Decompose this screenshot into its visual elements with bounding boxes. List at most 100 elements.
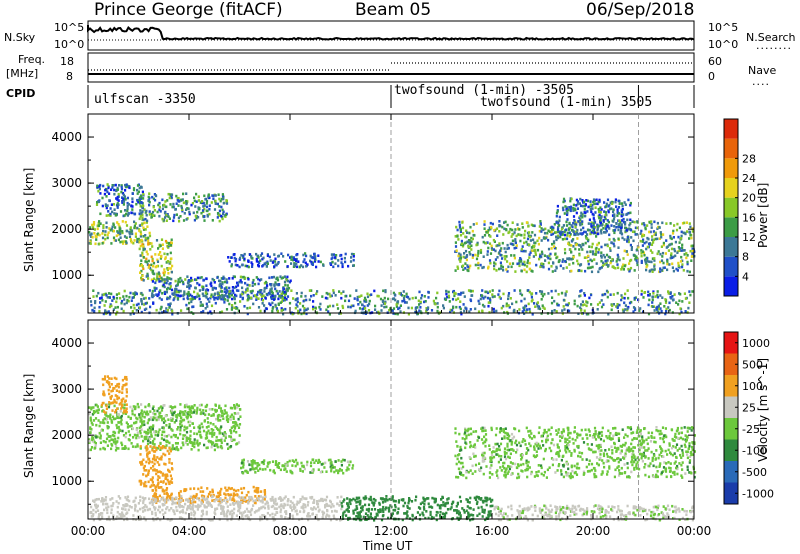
power-cell [142, 197, 145, 200]
power-cell [159, 257, 162, 260]
power-cell [524, 304, 527, 308]
velocity-cell [129, 417, 132, 420]
velocity-cell [329, 458, 332, 462]
power-cell [457, 254, 460, 258]
velocity-cell [136, 431, 139, 434]
power-cell [592, 226, 595, 229]
power-cell [594, 206, 597, 209]
velocity-cell [189, 487, 192, 491]
power-cell [597, 270, 600, 274]
power-cell [510, 265, 513, 269]
velocity-cell [214, 425, 217, 428]
power-cell [183, 212, 186, 215]
power-cell [148, 213, 151, 216]
velocity-cell [164, 463, 167, 466]
power-cell [141, 251, 144, 255]
velocity-cell [170, 417, 173, 420]
power-cell [290, 262, 293, 265]
velocity-cell [301, 495, 304, 499]
power-cell [462, 232, 465, 235]
power-cell [222, 210, 225, 214]
power-cell [260, 252, 264, 255]
power-cell [161, 207, 164, 211]
velocity-cell [250, 463, 253, 467]
power-cell [290, 255, 293, 259]
velocity-cell [196, 439, 199, 443]
power-cell [194, 296, 197, 299]
power-cell [196, 282, 199, 285]
power-cell [306, 307, 309, 311]
power-cell [476, 254, 479, 258]
velocity-cell [158, 510, 162, 514]
power-cell [195, 295, 198, 298]
velocity-cell [89, 416, 92, 420]
velocity-cell [151, 425, 155, 429]
velocity-cell [140, 409, 143, 412]
power-cell [281, 290, 284, 294]
power-cell [140, 298, 143, 301]
power-cell [556, 234, 559, 238]
velocity-cell [91, 440, 94, 443]
velocity-cell [246, 460, 250, 463]
velocity-cell [205, 433, 208, 437]
power-cell [513, 256, 516, 260]
velocity-cell [151, 478, 154, 482]
power-cell [554, 269, 557, 272]
power-cell [562, 267, 565, 270]
power-cell [179, 294, 182, 298]
velocity-cell [189, 499, 192, 503]
power-cell [284, 293, 287, 297]
power-cell [691, 230, 694, 233]
power-cell [265, 265, 268, 268]
power-cell [593, 202, 596, 206]
power-cell [277, 283, 280, 287]
power-cell [604, 259, 607, 263]
power-cell [651, 305, 654, 308]
power-cell [607, 264, 610, 267]
power-cell [484, 295, 487, 299]
power-cell [221, 281, 224, 284]
power-cell [406, 296, 410, 299]
power-cell [398, 306, 401, 310]
velocity-cell [177, 448, 180, 451]
velocity-cell [165, 435, 168, 438]
power-cell [143, 208, 146, 211]
power-cell [115, 189, 118, 193]
power-cell [266, 293, 269, 297]
velocity-cell [108, 401, 111, 404]
power-cell [175, 194, 178, 198]
velocity-cell [145, 505, 148, 509]
power-cell [106, 236, 109, 240]
power-cell [619, 230, 622, 234]
power-cell [620, 294, 623, 297]
velocity-cell [156, 496, 159, 499]
power-cell [163, 211, 167, 215]
power-cell [442, 306, 445, 310]
power-cell [622, 310, 625, 313]
velocity-cell [249, 468, 252, 471]
power-cell [580, 289, 583, 292]
velocity-cell [179, 432, 182, 436]
power-cell [516, 262, 519, 266]
power-cell [488, 242, 492, 245]
power-cell [469, 308, 472, 311]
velocity-cell [164, 419, 167, 423]
power-cell [96, 233, 99, 236]
velocity-cell [114, 442, 117, 445]
power-cell [114, 239, 117, 242]
velocity-cell [224, 432, 227, 436]
power-cell [691, 244, 694, 248]
power-cell [656, 252, 659, 256]
velocity-cell [148, 437, 152, 440]
power-cell [151, 270, 154, 274]
velocity-cell [224, 434, 227, 437]
power-cell [226, 299, 229, 302]
power-cell [332, 265, 335, 269]
power-cell [653, 233, 656, 236]
power-cell [418, 303, 421, 306]
power-cell [617, 206, 621, 209]
power-cell [338, 290, 341, 293]
velocity-cell [329, 518, 333, 522]
power-cell [514, 238, 517, 241]
velocity-cell [170, 427, 173, 431]
